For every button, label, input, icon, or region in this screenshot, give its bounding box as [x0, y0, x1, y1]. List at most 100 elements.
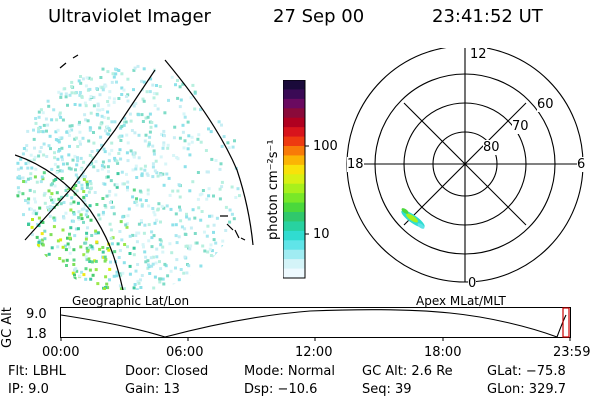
left-panel-label: Geographic Lat/Lon — [72, 294, 190, 308]
aurora-pixel — [90, 260, 94, 264]
aurora-pixel — [199, 140, 203, 144]
aurora-pixel — [114, 67, 117, 71]
aurora-pixel — [64, 189, 68, 192]
aurora-pixel — [108, 96, 112, 100]
aurora-pixel — [162, 282, 166, 286]
aurora-pixel — [157, 202, 161, 206]
aurora-pixel — [29, 153, 33, 157]
aurora-pixel — [182, 112, 186, 116]
aurora-pixel — [18, 176, 22, 180]
aurora-pixel — [29, 176, 33, 180]
aurora-pixel — [26, 129, 30, 133]
aurora-pixel — [77, 216, 81, 220]
aurora-pixel — [117, 256, 121, 259]
aurora-pixel — [151, 144, 155, 148]
aurora-pixel — [47, 144, 51, 148]
aurora-pixel — [151, 165, 155, 169]
aurora-pixel — [62, 162, 65, 166]
aurora-pixel — [85, 231, 89, 235]
aurora-pixel — [84, 84, 88, 88]
aurora-pixel — [198, 193, 202, 197]
aurora-pixel — [112, 212, 116, 216]
aurora-pixel — [142, 99, 146, 103]
aurora-pixel — [178, 183, 181, 187]
aurora-pixel — [27, 222, 30, 226]
aurora-pixel — [80, 183, 84, 187]
aurora-pixel — [120, 72, 124, 76]
aurora-pixel — [136, 279, 140, 283]
aurora-pixel — [110, 148, 114, 152]
aurora-pixel — [77, 217, 81, 221]
aurora-pixel — [87, 76, 91, 80]
aurora-pixel — [30, 233, 34, 237]
aurora-pixel — [181, 82, 185, 86]
aurora-pixel — [183, 139, 187, 143]
aurora-pixel — [128, 234, 132, 238]
aurora-pixel — [141, 243, 145, 247]
aurora-pixel — [187, 142, 191, 146]
clock-label-6: 6 — [577, 157, 586, 172]
aurora-pixel — [96, 102, 100, 106]
aurora-pixel — [88, 204, 92, 208]
aurora-pixel — [108, 189, 112, 193]
aurora-pixel — [41, 130, 45, 134]
aurora-pixel — [133, 66, 137, 70]
aurora-pixel — [79, 156, 83, 160]
aurora-pixel — [109, 179, 113, 183]
aurora-pixel — [88, 87, 92, 91]
aurora-pixel — [212, 238, 216, 242]
aurora-pixel — [174, 234, 178, 238]
aurora-pixel — [35, 235, 39, 239]
aurora-pixel — [159, 243, 163, 247]
aurora-pixel — [82, 195, 86, 199]
timeline-xtick-2359: 23:59 — [553, 345, 591, 360]
aurora-pixel — [70, 80, 74, 84]
aurora-pixel — [49, 147, 52, 151]
aurora-pixel — [81, 77, 85, 81]
aurora-pixel — [106, 70, 110, 74]
aurora-pixel — [55, 191, 59, 195]
aurora-pixel — [115, 270, 119, 274]
aurora-pixel — [73, 91, 77, 95]
aurora-pixel — [149, 125, 153, 129]
aurora-pixel — [103, 182, 107, 186]
aurora-pixel — [132, 188, 136, 192]
aurora-pixel — [189, 96, 193, 100]
aurora-pixel — [94, 259, 98, 263]
aurora-pixel — [32, 137, 36, 141]
aurora-pixel — [127, 207, 131, 211]
aurora-pixel — [140, 173, 144, 177]
aurora-pixel — [60, 136, 64, 140]
aurora-pixel — [96, 108, 100, 112]
aurora-pixel — [128, 264, 132, 268]
aurora-pixel — [182, 146, 186, 150]
aurora-pixel — [142, 80, 146, 84]
aurora-pixel — [134, 167, 138, 171]
aurora-pixel — [231, 145, 235, 149]
aurora-pixel — [101, 197, 105, 200]
aurora-pixel — [187, 134, 191, 138]
aurora-pixel — [42, 171, 46, 175]
aurora-pixel — [174, 266, 177, 270]
aurora-pixel — [101, 210, 105, 214]
aurora-pixel — [72, 186, 76, 190]
aurora-pixel — [219, 162, 223, 166]
aurora-pixel — [96, 113, 100, 117]
aurora-pixel — [80, 217, 84, 221]
aurora-pixel — [66, 103, 69, 107]
aurora-pixel — [83, 113, 87, 117]
aurora-pixel — [76, 156, 79, 160]
aurora-pixel — [76, 159, 80, 163]
aurora-pixel — [107, 103, 111, 107]
aurora-pixel — [120, 125, 124, 128]
aurora-pixel — [64, 211, 68, 215]
right-panel-label: Apex MLat/MLT — [416, 294, 506, 308]
aurora-pixel — [37, 130, 40, 134]
aurora-pixel — [174, 212, 178, 216]
aurora-pixel — [44, 117, 48, 121]
aurora-pixel — [150, 264, 154, 268]
aurora-pixel — [119, 287, 123, 290]
aurora-pixel — [165, 204, 169, 208]
aurora-pixel — [89, 111, 93, 115]
aurora-pixel — [88, 97, 92, 101]
